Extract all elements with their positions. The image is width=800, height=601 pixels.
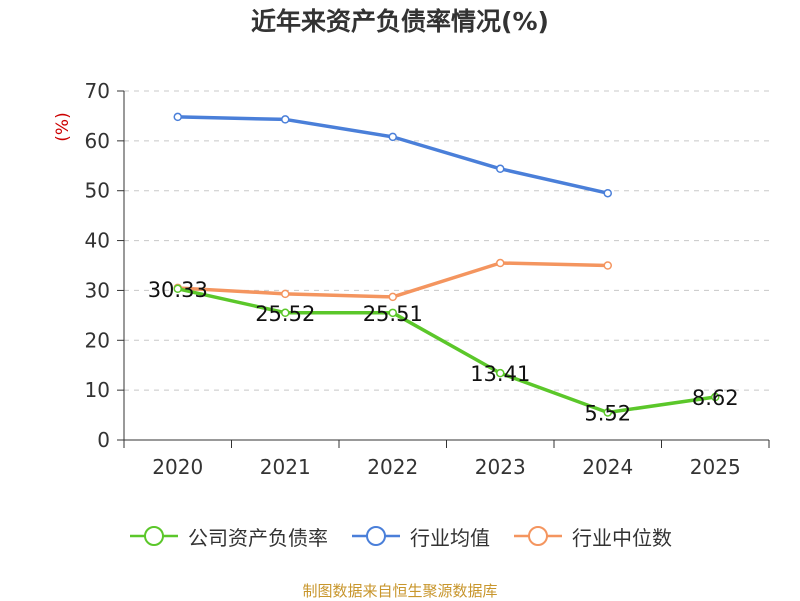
legend-swatch-2 xyxy=(514,526,562,546)
y-tick-label-70: 70 xyxy=(85,79,110,103)
data-point-1-1 xyxy=(281,115,290,124)
y-tick-label-40: 40 xyxy=(85,229,110,253)
data-label-2025: 8.62 xyxy=(692,386,739,410)
x-tick-label-2023: 2023 xyxy=(475,455,526,479)
data-point-2-3 xyxy=(496,258,505,268)
series-lines xyxy=(173,112,720,417)
data-label-2020: 30.33 xyxy=(148,278,208,302)
data-point-0-5 xyxy=(711,392,720,402)
data-point-0-4 xyxy=(603,408,612,417)
x-tick-label-2020: 2020 xyxy=(152,455,203,479)
legend-swatch-marker-1 xyxy=(366,526,386,546)
x-tick-label-2021: 2021 xyxy=(260,455,311,479)
axes: 0 10 20 30 40 50 60 70 2020 2021 2022 2023 2024 2025 (… xyxy=(53,79,770,479)
legend-item-0[interactable]: 公司资产负债率 xyxy=(128,522,328,551)
series-line-0 xyxy=(177,287,716,415)
legend-item-1[interactable]: 行业均值 xyxy=(350,522,490,551)
legend-label-0: 公司资产负债率 xyxy=(188,525,328,550)
data-label-2021: 25.52 xyxy=(255,302,315,326)
y-tick-label-0: 0 xyxy=(97,428,110,452)
data-point-1-0 xyxy=(173,112,182,122)
data-point-2-2 xyxy=(388,292,397,302)
data-point-1-3 xyxy=(496,164,505,174)
legend-swatch-marker-2 xyxy=(528,526,548,546)
y-tick-label-30: 30 xyxy=(85,278,110,302)
chart-title: 近年来资产负债率情况(%) xyxy=(251,7,549,36)
x-tick-label-2024: 2024 xyxy=(582,455,633,479)
data-point-0-3 xyxy=(496,368,505,378)
y-axis-label: (%) xyxy=(53,112,73,141)
legend-swatch-1 xyxy=(352,526,400,546)
legend: 公司资产负债率 行业均值 行业中位数 xyxy=(0,518,800,554)
data-label-2023: 13.41 xyxy=(470,362,530,386)
data-source-note: 制图数据来自恒生聚源数据库 xyxy=(302,582,498,600)
series-line-1 xyxy=(177,115,609,195)
legend-swatch-0 xyxy=(130,526,178,546)
data-point-0-1 xyxy=(281,308,290,318)
data-label-2024: 5.52 xyxy=(584,401,631,425)
legend-item-2[interactable]: 行业中位数 xyxy=(512,522,672,551)
data-point-2-1 xyxy=(281,289,290,299)
legend-label-2: 行业中位数 xyxy=(572,525,672,550)
line-chart: 0 10 20 30 40 50 60 70 2020 2021 2022 2023 2024 2025 (… xyxy=(53,79,770,479)
data-label-2022: 25.51 xyxy=(363,302,423,326)
data-point-1-4 xyxy=(603,188,612,198)
legend-label-1: 行业均值 xyxy=(410,525,490,550)
y-tick-label-60: 60 xyxy=(85,129,110,153)
y-tick-label-50: 50 xyxy=(85,179,110,203)
data-point-2-4 xyxy=(603,261,612,270)
x-tick-label-2025: 2025 xyxy=(690,455,741,479)
y-tick-label-10: 10 xyxy=(85,378,110,402)
data-point-0-2 xyxy=(388,308,397,318)
y-tick-label-20: 20 xyxy=(85,328,110,352)
data-point-0-0 xyxy=(173,284,182,294)
series-line-2 xyxy=(177,261,608,299)
x-tick-label-2022: 2022 xyxy=(367,455,418,479)
grid-lines xyxy=(124,90,769,391)
legend-swatch-marker-0 xyxy=(144,526,164,546)
data-point-1-2 xyxy=(388,132,397,142)
data-labels: 30.33 25.52 25.51 13.41 5.52 8.62 xyxy=(148,278,739,426)
